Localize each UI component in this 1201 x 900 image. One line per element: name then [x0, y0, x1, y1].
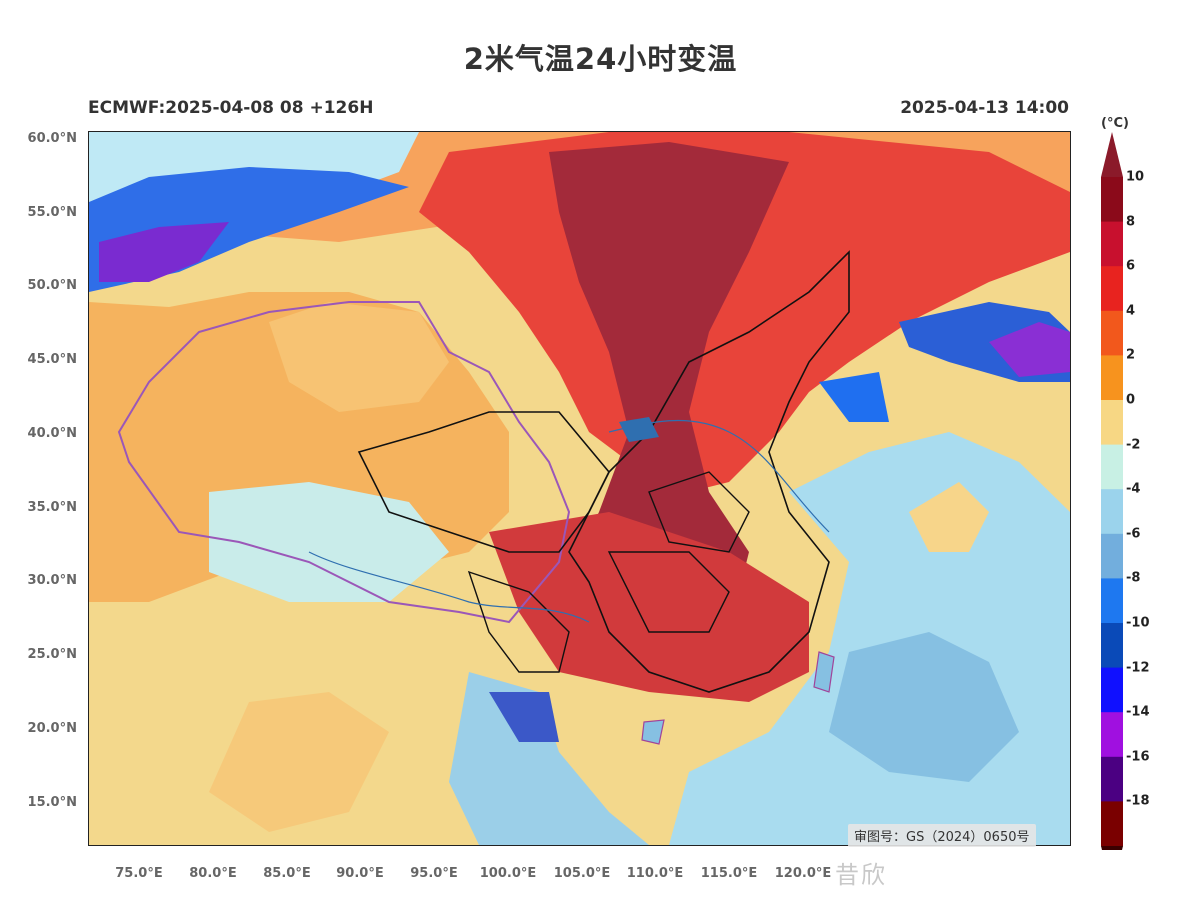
- colorbar-tick-label: -10: [1126, 615, 1150, 631]
- lat-label-30: 30.0°N: [27, 573, 77, 588]
- colorbar-bottom-cap: [1101, 846, 1123, 850]
- lat-label-20: 20.0°N: [27, 721, 77, 736]
- colorbar-tick-label: -8: [1126, 570, 1141, 586]
- colorbar-segment: [1101, 355, 1123, 401]
- lat-label-15: 15.0°N: [27, 795, 77, 810]
- valid-time-label: 2025-04-13 14:00: [900, 98, 1069, 118]
- lon-label-105: 105.0°E: [553, 866, 611, 881]
- colorbar-segment: [1101, 533, 1123, 579]
- colorbar-segment: [1101, 801, 1123, 847]
- colorbar-tick-label: 6: [1126, 258, 1136, 274]
- lon-label-100: 100.0°E: [479, 866, 537, 881]
- approval-number: 审图号：GS（2024）0650号: [848, 824, 1036, 847]
- colorbar-tick-label: 0: [1126, 392, 1136, 408]
- colorbar-segment: [1101, 756, 1123, 802]
- lon-label-95: 95.0°E: [410, 866, 458, 881]
- map-canvas: [89, 132, 1070, 845]
- colorbar-segment: [1101, 667, 1123, 713]
- colorbar-segment: [1101, 221, 1123, 267]
- colorbar-tick-label: 8: [1126, 214, 1136, 230]
- colorbar-segment: [1101, 712, 1123, 758]
- colorbar-tick-label: -14: [1126, 704, 1150, 720]
- model-run-label: ECMWF:2025-04-08 08 +126H: [88, 98, 374, 118]
- lat-label-35: 35.0°N: [27, 500, 77, 515]
- lon-label-75: 75.0°E: [115, 866, 163, 881]
- colorbar-segment: [1101, 489, 1123, 535]
- map-title: 2米气温24小时变温: [463, 42, 738, 76]
- lat-label-45: 45.0°N: [27, 352, 77, 367]
- lon-label-80: 80.0°E: [189, 866, 237, 881]
- colorbar-tick-label: -16: [1126, 749, 1150, 765]
- lon-label-85: 85.0°E: [263, 866, 311, 881]
- colorbar-segment: [1101, 310, 1123, 356]
- colorbar-segment: [1101, 400, 1123, 446]
- colorbar-tick-label: -4: [1126, 481, 1141, 497]
- colorbar-top-cap: [1101, 132, 1123, 177]
- colorbar-unit: (°C): [1101, 116, 1129, 131]
- colorbar: [1101, 132, 1123, 850]
- temperature-change-map: [88, 131, 1071, 846]
- colorbar-tick-label: -12: [1126, 660, 1150, 676]
- colorbar-tick-label: 2: [1126, 347, 1136, 363]
- colorbar-tick-label: -6: [1126, 526, 1141, 542]
- lat-label-25: 25.0°N: [27, 647, 77, 662]
- colorbar-segment: [1101, 177, 1123, 223]
- lat-label-50: 50.0°N: [27, 278, 77, 293]
- colorbar-tick-label: -2: [1126, 437, 1141, 453]
- lon-label-115: 115.0°E: [700, 866, 758, 881]
- lon-label-90: 90.0°E: [336, 866, 384, 881]
- colorbar-tick-label: 4: [1126, 303, 1136, 319]
- colorbar-segment: [1101, 266, 1123, 312]
- lon-label-120: 120.0°E: [774, 866, 832, 881]
- lon-label-110: 110.0°E: [626, 866, 684, 881]
- lat-label-60: 60.0°N: [27, 131, 77, 146]
- colorbar-tick-label: -18: [1126, 793, 1150, 809]
- colorbar-segment: [1101, 578, 1123, 624]
- colorbar-segment: [1101, 444, 1123, 490]
- lat-label-55: 55.0°N: [27, 205, 77, 220]
- colorbar-segment: [1101, 623, 1123, 669]
- colorbar-tick-label: 10: [1126, 169, 1145, 185]
- watermark: 昔欣: [835, 861, 887, 889]
- lat-label-40: 40.0°N: [27, 426, 77, 441]
